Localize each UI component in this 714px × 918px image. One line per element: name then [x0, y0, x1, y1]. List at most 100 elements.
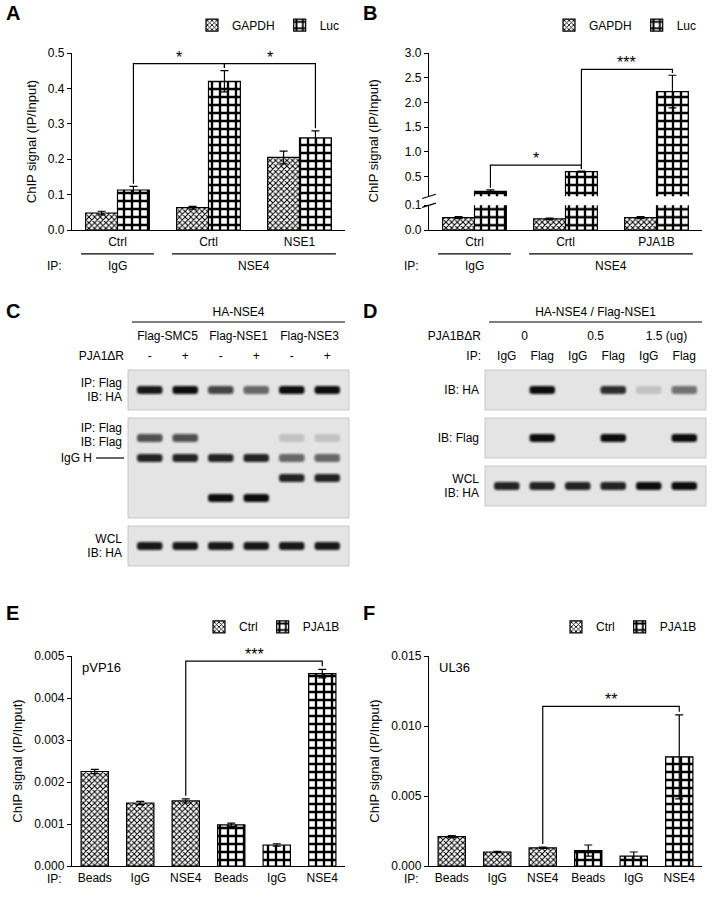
svg-text:IgG: IgG — [497, 349, 516, 363]
svg-text:NSE4: NSE4 — [664, 871, 696, 885]
svg-text:IgG: IgG — [568, 349, 587, 363]
svg-text:NSE4: NSE4 — [595, 259, 627, 273]
svg-text:pVP16: pVP16 — [82, 660, 121, 675]
svg-text:+: + — [253, 349, 260, 363]
svg-text:0.000: 0.000 — [34, 859, 64, 873]
svg-text:ChIP signal (IP/Input): ChIP signal (IP/Input) — [10, 699, 25, 822]
svg-text:Crtl: Crtl — [199, 235, 218, 249]
svg-text:PJA1B: PJA1B — [303, 620, 340, 634]
svg-text:Flag: Flag — [673, 349, 696, 363]
svg-text:Luc: Luc — [677, 19, 696, 33]
svg-text:PJA1B: PJA1B — [638, 235, 675, 249]
svg-text:NSE4: NSE4 — [527, 871, 559, 885]
svg-text:WCL: WCL — [452, 472, 479, 486]
svg-text:IgG: IgG — [639, 349, 658, 363]
svg-text:Flag-NSE1: Flag-NSE1 — [209, 329, 268, 343]
svg-text:0.002: 0.002 — [34, 775, 64, 789]
svg-text:Ctrl: Ctrl — [465, 235, 484, 249]
svg-text:+: + — [324, 349, 331, 363]
svg-text:Luc: Luc — [320, 19, 339, 33]
svg-text:IP: Flag: IP: Flag — [81, 376, 122, 390]
svg-text:NSE4: NSE4 — [170, 871, 202, 885]
svg-text:IB: HA: IB: HA — [87, 390, 122, 404]
svg-text:0.003: 0.003 — [34, 733, 64, 747]
svg-text:WCL: WCL — [95, 532, 122, 546]
svg-text:-: - — [148, 349, 152, 363]
svg-text:0.005: 0.005 — [391, 789, 421, 803]
svg-text:UL36: UL36 — [439, 660, 470, 675]
svg-text:Flag: Flag — [602, 349, 625, 363]
svg-text:2.5: 2.5 — [405, 71, 422, 85]
svg-text:+: + — [182, 349, 189, 363]
svg-text:1.5: 1.5 — [405, 120, 422, 134]
svg-text:PJA1BΔR: PJA1BΔR — [428, 329, 482, 343]
svg-text:ChIP signal (IP/Input): ChIP signal (IP/Input) — [24, 80, 39, 203]
svg-text:0.5: 0.5 — [587, 329, 604, 343]
svg-text:IgG: IgG — [624, 871, 643, 885]
svg-text:0.1: 0.1 — [48, 188, 65, 202]
svg-text:IB: HA: IB: HA — [444, 486, 479, 500]
svg-text:0.010: 0.010 — [391, 719, 421, 733]
svg-text:0.0: 0.0 — [405, 223, 422, 237]
svg-text:IgG: IgG — [131, 871, 150, 885]
svg-text:-: - — [219, 349, 223, 363]
svg-text:IgG H: IgG H — [61, 451, 92, 465]
svg-text:Flag-NSE3: Flag-NSE3 — [280, 329, 339, 343]
svg-text:Beads: Beads — [214, 871, 248, 885]
svg-text:IP:: IP: — [404, 872, 419, 886]
svg-text:0.001: 0.001 — [34, 817, 64, 831]
svg-text:Beads: Beads — [78, 871, 112, 885]
svg-text:IB: HA: IB: HA — [87, 546, 122, 560]
svg-text:0.0: 0.0 — [48, 223, 65, 237]
svg-text:NSE4: NSE4 — [307, 871, 339, 885]
svg-text:ChIP signal (IP/Input): ChIP signal (IP/Input) — [366, 79, 381, 202]
svg-text:*: * — [533, 150, 539, 167]
svg-text:PJA1ΔR: PJA1ΔR — [79, 349, 125, 363]
svg-text:IgG: IgG — [465, 259, 484, 273]
svg-text:0.005: 0.005 — [34, 649, 64, 663]
svg-text:Beads: Beads — [571, 871, 605, 885]
svg-text:IgG: IgG — [267, 871, 286, 885]
svg-text:Ctrl: Ctrl — [596, 620, 615, 634]
svg-text:Flag: Flag — [531, 349, 554, 363]
svg-text:0.004: 0.004 — [34, 691, 64, 705]
svg-text:IgG: IgG — [108, 259, 127, 273]
svg-text:0: 0 — [521, 329, 528, 343]
svg-text:IB: Flag: IB: Flag — [81, 435, 122, 449]
svg-text:NSE1: NSE1 — [284, 235, 316, 249]
svg-text:**: ** — [605, 691, 617, 708]
svg-text:0.3: 0.3 — [48, 117, 65, 131]
svg-text:0.2: 0.2 — [48, 152, 65, 166]
svg-text:-: - — [290, 349, 294, 363]
svg-text:3.0: 3.0 — [405, 46, 422, 60]
svg-text:0.1: 0.1 — [405, 198, 422, 212]
svg-text:0.4: 0.4 — [48, 82, 65, 96]
svg-text:1.5 (ug): 1.5 (ug) — [646, 329, 687, 343]
svg-text:GAPDH: GAPDH — [232, 19, 275, 33]
svg-text:***: *** — [245, 646, 264, 663]
svg-text:2.0: 2.0 — [405, 96, 422, 110]
svg-text:ChIP signal (IP/Input): ChIP signal (IP/Input) — [367, 699, 382, 822]
svg-text:Ctrl: Ctrl — [108, 235, 127, 249]
svg-text:HA-NSE4: HA-NSE4 — [212, 305, 264, 319]
svg-text:IP: Flag: IP: Flag — [81, 421, 122, 435]
svg-text:Flag-SMC5: Flag-SMC5 — [137, 329, 198, 343]
svg-text:IP:: IP: — [47, 872, 62, 886]
svg-text:NSE4: NSE4 — [238, 259, 270, 273]
svg-text:0.015: 0.015 — [391, 649, 421, 663]
svg-text:Ctrl: Ctrl — [239, 620, 258, 634]
svg-text:IP:: IP: — [404, 259, 419, 273]
svg-text:IP:: IP: — [47, 259, 62, 273]
svg-text:*: * — [176, 49, 182, 66]
svg-text:*: * — [267, 49, 273, 66]
svg-text:1.0: 1.0 — [405, 145, 422, 159]
svg-text:***: *** — [617, 54, 636, 71]
svg-text:0.5: 0.5 — [405, 170, 422, 184]
svg-text:IgG: IgG — [488, 871, 507, 885]
svg-text:Beads: Beads — [435, 871, 469, 885]
svg-text:IP:: IP: — [466, 349, 481, 363]
svg-text:Crtl: Crtl — [556, 235, 575, 249]
svg-text:PJA1B: PJA1B — [660, 620, 697, 634]
svg-text:IB: HA: IB: HA — [444, 383, 479, 397]
svg-text:0.000: 0.000 — [391, 859, 421, 873]
